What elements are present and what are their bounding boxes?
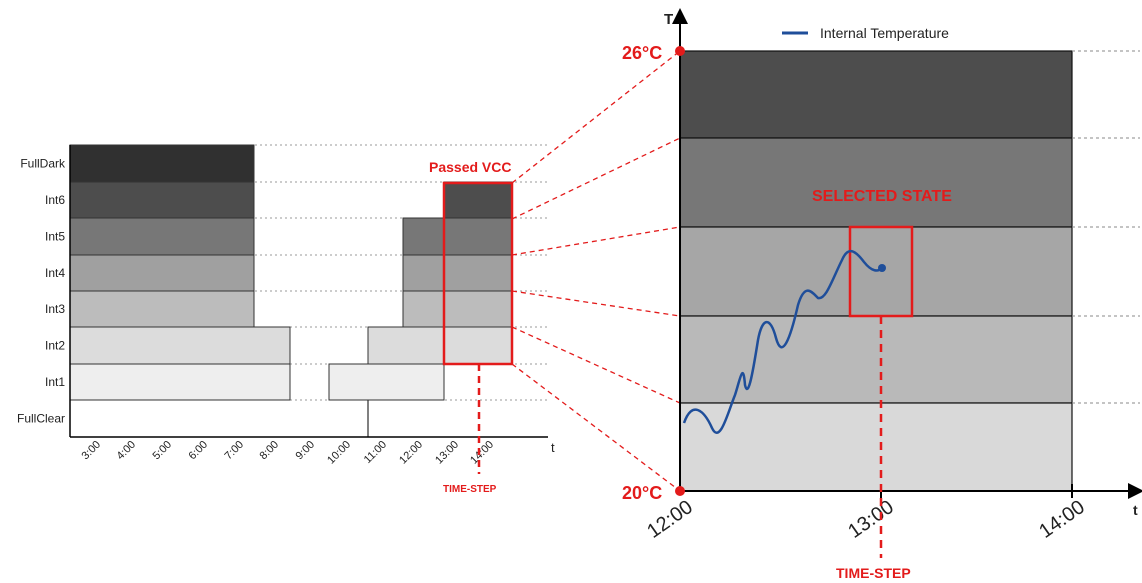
time-label-14-00: 14:00 xyxy=(468,439,496,467)
selected-state-label: SELECTED STATE xyxy=(812,188,952,205)
right-guide-lines xyxy=(1072,50,1140,404)
temperature-band xyxy=(679,137,1073,228)
time-label-12-00: 12:00 xyxy=(397,439,425,467)
state-bar-int5 xyxy=(402,217,445,256)
zoom-connector-lines xyxy=(511,50,681,492)
left-time-step-label: TIME-STEP xyxy=(443,484,497,495)
state-bar-int6 xyxy=(443,181,513,219)
y-bottom-label: 20°C xyxy=(622,483,662,503)
right-x-label-13-00: 13:00 xyxy=(844,496,898,543)
time-label-8-00: 8:00 xyxy=(257,439,281,463)
connector-line xyxy=(511,226,681,256)
legend-label: Internal Temperature xyxy=(820,25,949,41)
state-label-int1: Int1 xyxy=(45,375,65,389)
state-label-int6: Int6 xyxy=(45,193,65,207)
state-bar-int2 xyxy=(443,326,513,365)
connector-line xyxy=(511,326,681,404)
right-x-label-12-00: 12:00 xyxy=(643,496,697,543)
time-label-13-00: 13:00 xyxy=(433,439,461,467)
state-bar-int2 xyxy=(367,326,445,365)
right-zoom-chart: T t 26°C 20°C 12:00 13:00 14:00 Internal T… xyxy=(622,8,1142,581)
state-bar-int1 xyxy=(328,363,445,401)
left-state-bars xyxy=(69,144,513,401)
state-bar-int3 xyxy=(69,290,255,328)
right-x-labels: 12:00 13:00 14:00 xyxy=(643,496,1089,543)
state-label-int2: Int2 xyxy=(45,339,65,353)
time-label-3-00: 3:00 xyxy=(79,439,103,463)
state-bar-int4 xyxy=(69,254,255,292)
right-x-label-14-00: 14:00 xyxy=(1035,496,1089,543)
connector-line xyxy=(511,290,681,317)
y-top-label: 26°C xyxy=(622,43,662,63)
time-label-10-00: 10:00 xyxy=(325,439,353,467)
left-state-labels: FullDark Int6 Int5 Int4 Int3 Int2 Int1 FullClea… xyxy=(17,157,66,426)
y-top-marker xyxy=(675,46,685,56)
state-bar-fulldark xyxy=(69,144,255,183)
left-time-labels: 3:00 4:00 5:00 6:00 7:00 8:00 9:00 10:00 11:00 12… xyxy=(79,439,496,467)
state-label-int3: Int3 xyxy=(45,302,65,316)
state-bar-int3 xyxy=(402,290,445,328)
connector-line xyxy=(511,50,681,184)
time-label-6-00: 6:00 xyxy=(186,439,210,463)
internal-temperature-endpoint xyxy=(878,264,886,272)
state-bar-int2 xyxy=(69,326,291,365)
left-axis-t-label: t xyxy=(551,440,555,455)
state-label-fulldark: FullDark xyxy=(20,157,66,171)
state-bar-int5 xyxy=(443,217,513,256)
right-axis-t-label: t xyxy=(1133,502,1138,518)
state-bar-int4 xyxy=(443,254,513,292)
state-label-int5: Int5 xyxy=(45,230,65,244)
state-bar-int4 xyxy=(402,254,445,292)
time-label-7-00: 7:00 xyxy=(222,439,246,463)
temperature-band xyxy=(679,402,1073,492)
left-state-schedule-chart: FullDark Int6 Int5 Int4 Int3 Int2 Int1 FullClea… xyxy=(17,144,555,495)
temperature-band xyxy=(679,315,1073,404)
state-label-int4: Int4 xyxy=(45,266,65,280)
time-label-4-00: 4:00 xyxy=(114,439,138,463)
state-bar-int6 xyxy=(69,181,255,219)
left-guide-lines xyxy=(70,144,548,437)
connector-line xyxy=(511,363,681,492)
state-bar-int3 xyxy=(443,290,513,328)
state-bar-int1 xyxy=(69,363,291,401)
right-axis-T-label: T xyxy=(664,11,673,28)
internal-temperature-line xyxy=(682,250,883,434)
time-label-9-00: 9:00 xyxy=(293,439,317,463)
connector-line xyxy=(511,137,681,220)
right-time-step-label: TIME-STEP xyxy=(836,565,911,581)
y-bottom-marker xyxy=(675,486,685,496)
time-label-5-00: 5:00 xyxy=(150,439,174,463)
state-label-fullclear: FullClear xyxy=(17,412,65,426)
time-label-11-00: 11:00 xyxy=(362,439,389,466)
temperature-band xyxy=(679,50,1073,139)
passed-vcc-label: Passed VCC xyxy=(429,159,511,175)
state-bar-int5 xyxy=(69,217,255,256)
